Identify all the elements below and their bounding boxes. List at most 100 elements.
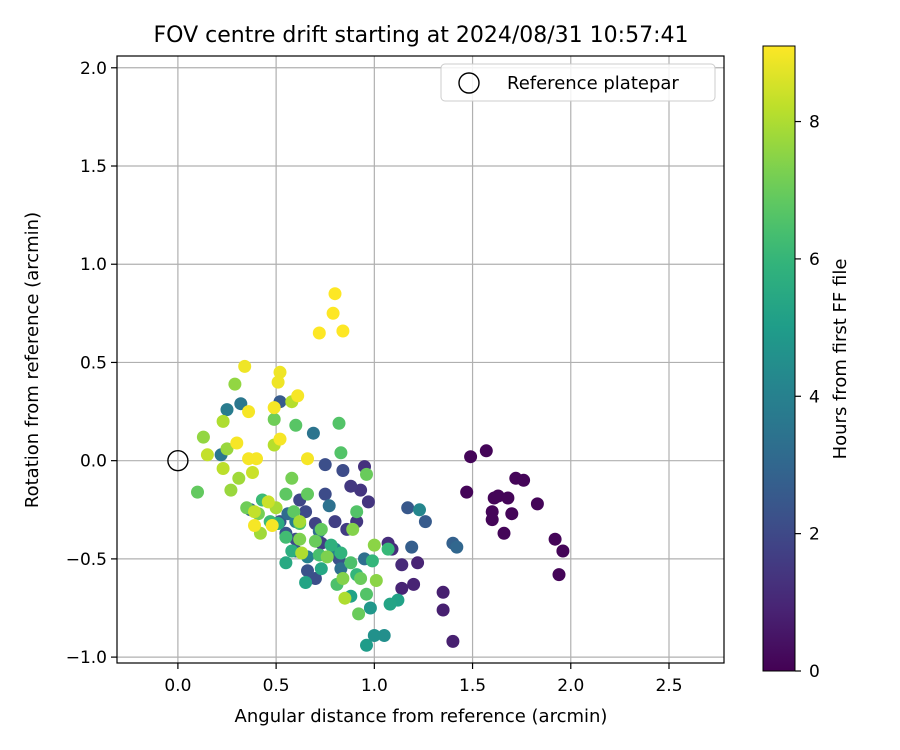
colorbar-gradient <box>762 45 796 672</box>
scatter-point <box>352 607 366 621</box>
plot-background <box>117 56 724 663</box>
scatter-point <box>517 473 531 487</box>
scatter-point <box>301 564 314 578</box>
scatter-point <box>271 375 285 389</box>
scatter-point <box>336 572 350 585</box>
scatter-point <box>308 534 322 548</box>
y-tick-label: −1.0 <box>66 648 107 668</box>
x-tick-label: 0.0 <box>164 676 191 696</box>
scatter-point <box>293 532 307 546</box>
scatter-point <box>312 326 326 340</box>
scatter-point <box>301 452 314 466</box>
scatter-point <box>285 471 299 485</box>
legend-box <box>440 63 716 102</box>
scatter-point <box>361 495 375 509</box>
scatter-point <box>501 491 515 505</box>
scatter-point <box>354 572 368 585</box>
scatter-point <box>552 568 566 582</box>
scatter-point <box>324 538 338 552</box>
scatter-point <box>332 416 346 430</box>
colorbar-tick-label: 6 <box>809 250 820 270</box>
scatter-point <box>464 450 478 464</box>
scatter-point <box>295 546 309 560</box>
scatter-point <box>395 581 409 595</box>
scatter-point <box>405 540 419 554</box>
scatter-point <box>446 634 460 648</box>
scatter-point <box>407 577 421 591</box>
scatter-point <box>308 572 322 585</box>
plot-frame <box>116 55 725 664</box>
scatter-point <box>224 483 238 497</box>
scatter-point <box>350 505 364 519</box>
scatter-point <box>220 442 234 456</box>
scatter-point <box>248 505 261 519</box>
scatter-point <box>322 499 336 513</box>
x-axis-ticks: 0.0 0.5 1.0 1.5 2.0 2.5 <box>164 663 683 696</box>
y-tick-label: −0.5 <box>66 550 107 570</box>
scatter-point <box>363 601 377 615</box>
scatter-point <box>367 629 381 642</box>
scatter-point <box>479 444 493 458</box>
scatter-point <box>216 462 230 475</box>
scatter-point <box>326 306 340 320</box>
scatter-point <box>314 522 328 536</box>
scatter-point <box>381 542 395 556</box>
scatter-point <box>200 448 214 462</box>
scatter-point <box>360 467 373 481</box>
scatter-point <box>234 397 248 411</box>
scatter-point <box>267 412 281 426</box>
scatter-point <box>306 426 320 440</box>
scatter-point <box>279 487 293 501</box>
y-tick-label: 1.5 <box>80 157 107 177</box>
scatter-point <box>273 432 287 446</box>
scatter-point <box>556 544 570 558</box>
scatter-point <box>328 515 342 529</box>
y-tick-label: 0.0 <box>80 452 107 472</box>
scatter-point <box>367 538 381 552</box>
scatter-point <box>246 466 259 479</box>
scatter-point <box>289 418 303 432</box>
scatter-point <box>242 452 256 466</box>
reference-marker-group <box>167 449 189 472</box>
colorbar-tick-label: 4 <box>809 387 820 407</box>
scatter-point <box>287 505 301 519</box>
x-tick-label: 1.0 <box>361 676 388 696</box>
scatter-point <box>318 458 332 472</box>
scatter-point <box>336 324 350 338</box>
x-tick-label: 0.5 <box>263 676 290 696</box>
scatter-point <box>436 585 450 599</box>
scatter-point <box>334 562 348 576</box>
scatter-point <box>216 414 230 428</box>
scatter-point <box>530 497 544 511</box>
scatter-point <box>273 365 287 379</box>
scatter-point <box>338 591 352 605</box>
scatter-point <box>485 513 499 527</box>
scatter-point <box>334 446 348 460</box>
chart-title: FOV centre drift starting at 2024/08/31 … <box>154 23 689 48</box>
scatter-points <box>191 287 570 652</box>
scatter-point <box>328 287 342 301</box>
y-tick-label: 0.5 <box>80 353 107 373</box>
scatter-point <box>395 558 409 572</box>
scatter-point <box>248 519 261 532</box>
scatter-point <box>232 471 246 485</box>
colorbar-tick-label: 0 <box>809 662 820 682</box>
scatter-point <box>401 501 415 515</box>
x-tick-label: 1.5 <box>459 676 486 696</box>
scatter-point <box>242 405 256 419</box>
scatter-point <box>265 519 279 532</box>
scatter-point <box>261 495 275 509</box>
scatter-point <box>318 487 332 501</box>
scatter-point <box>344 556 358 570</box>
x-tick-label: 2.0 <box>557 676 584 696</box>
colorbar: 0 2 4 6 8 Hours from first FF file <box>762 45 851 682</box>
scatter-point <box>267 401 281 415</box>
reference-platepar-marker <box>167 449 189 472</box>
scatter-point <box>346 522 360 536</box>
scatter-point <box>411 556 425 570</box>
x-tick-label: 2.5 <box>655 676 682 696</box>
scatter-point <box>314 562 328 576</box>
legend-label-reference-platepar: Reference platepar <box>507 73 679 94</box>
scatter-point <box>230 436 244 450</box>
